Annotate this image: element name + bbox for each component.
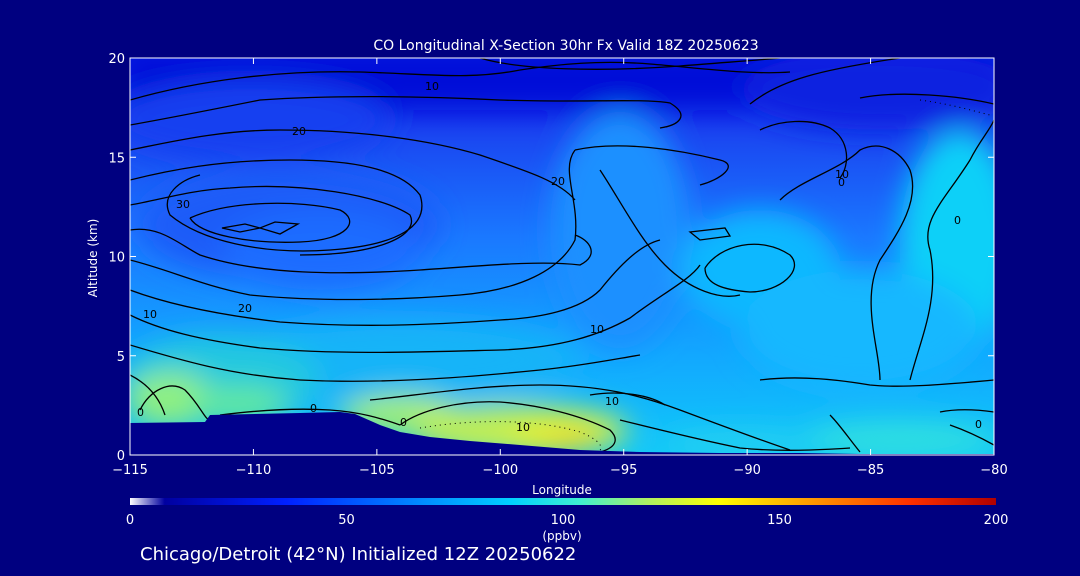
colorbar-unit-label: (ppbv) [542, 529, 581, 543]
x-tick-label: −85 [857, 463, 884, 478]
colorbar-ticks: 0 50 100 150 200 [126, 513, 1009, 528]
y-tick-label: 0 [117, 449, 125, 464]
y-tick-label: 20 [108, 52, 125, 67]
contour-label: 0 [310, 402, 317, 415]
contour-label: 0 [954, 214, 961, 227]
contour-label: 20 [551, 175, 565, 188]
colorbar-tick-label: 50 [338, 513, 355, 528]
heatmap-field [130, 58, 994, 455]
colorbar-tick-label: 100 [551, 513, 576, 528]
contour-label: 20 [292, 125, 306, 138]
contour-label: 20 [238, 302, 252, 315]
contour-label: 0 [137, 406, 144, 419]
x-tick-label: −110 [236, 463, 272, 478]
footer-subtitle: Chicago/Detroit (42°N) Initialized 12Z 2… [140, 544, 576, 565]
y-tick-label: 10 [108, 251, 125, 266]
contour-label: 0 [838, 176, 845, 189]
contour-label: 10 [516, 421, 530, 434]
contour-label: 10 [590, 323, 604, 336]
y-tick-label: 15 [108, 151, 125, 166]
y-tick-label: 5 [117, 350, 125, 365]
contour-label: 0 [400, 416, 407, 429]
contour-label: 30 [176, 198, 190, 211]
chart-title: CO Longitudinal X-Section 30hr Fx Valid … [373, 38, 758, 54]
x-axis: −115 −110 −105 −100 −95 −90 −85 −80 [112, 58, 1008, 478]
x-tick-label: −90 [733, 463, 760, 478]
contour-label: 10 [143, 308, 157, 321]
x-tick-label: −115 [112, 463, 148, 478]
x-tick-label: −100 [482, 463, 518, 478]
y-axis-label: Altitude (km) [86, 219, 100, 298]
x-tick-label: −80 [980, 463, 1007, 478]
colorbar-tick-label: 0 [126, 513, 134, 528]
contour-lines [130, 58, 994, 453]
terrain-mask [130, 412, 994, 455]
colorbar [130, 498, 996, 505]
colorbar-tick-label: 200 [984, 513, 1009, 528]
colorbar-tick-label: 150 [767, 513, 792, 528]
x-tick-label: −95 [610, 463, 637, 478]
x-axis-label: Longitude [532, 483, 592, 497]
contour-label: 0 [975, 418, 982, 431]
contour-labels: 10 20 20 30 10 20 10 0 0 0 0 10 10 0 10 … [137, 80, 982, 434]
contour-label: 10 [425, 80, 439, 93]
contour-label: 10 [605, 395, 619, 408]
x-tick-label: −105 [359, 463, 395, 478]
y-axis: 0 5 10 15 20 [108, 52, 994, 464]
contour-label: 10 [835, 168, 849, 181]
